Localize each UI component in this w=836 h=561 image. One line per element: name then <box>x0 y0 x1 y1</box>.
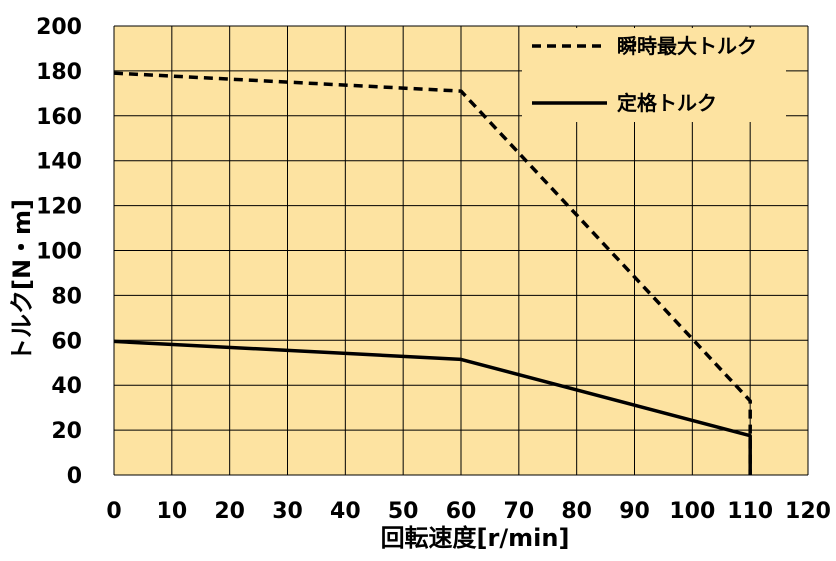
y-axis-title: トルク[N・m] <box>8 199 36 362</box>
y-tick-label: 180 <box>36 60 82 85</box>
y-tick-label: 200 <box>36 15 82 40</box>
y-axis-ticks: 0 20 40 60 80 100 120 140 160 180 200 <box>36 15 82 489</box>
x-tick-label: 40 <box>330 499 361 524</box>
y-tick-label: 40 <box>51 374 82 399</box>
x-axis-ticks: 0 10 20 30 40 50 60 70 80 90 100 110 120 <box>106 499 831 524</box>
y-tick-label: 140 <box>36 150 82 175</box>
series-rated-torque-line <box>113 339 752 475</box>
y-tick-label: 20 <box>51 419 82 444</box>
y-tick-label: 120 <box>36 195 82 220</box>
x-tick-label: 60 <box>446 499 477 524</box>
y-tick-label: 60 <box>51 329 82 354</box>
x-tick-label: 20 <box>214 499 245 524</box>
x-tick-label: 10 <box>157 499 188 524</box>
y-tick-label: 80 <box>51 284 82 309</box>
x-tick-label: 0 <box>106 499 121 524</box>
y-tick-label: 100 <box>36 240 82 265</box>
x-tick-label: 90 <box>619 499 650 524</box>
y-tick-label: 0 <box>67 464 82 489</box>
x-tick-label: 30 <box>272 499 303 524</box>
legend-background <box>522 28 786 122</box>
x-tick-label: 100 <box>669 499 715 524</box>
y-tick-label: 160 <box>36 105 82 130</box>
series-layer <box>113 71 752 475</box>
series-max-torque-line <box>113 71 752 475</box>
legend-label-rated-torque: 定格トルク <box>617 91 717 115</box>
legend-label-max-torque: 瞬時最大トルク <box>617 34 757 58</box>
x-axis-title: 回転速度[r/min] <box>381 524 570 552</box>
x-tick-label: 120 <box>785 499 831 524</box>
x-tick-label: 110 <box>727 499 773 524</box>
legend: 瞬時最大トルク 定格トルク <box>522 28 786 122</box>
x-tick-label: 70 <box>504 499 535 524</box>
x-tick-label: 50 <box>388 499 419 524</box>
x-tick-label: 80 <box>561 499 592 524</box>
